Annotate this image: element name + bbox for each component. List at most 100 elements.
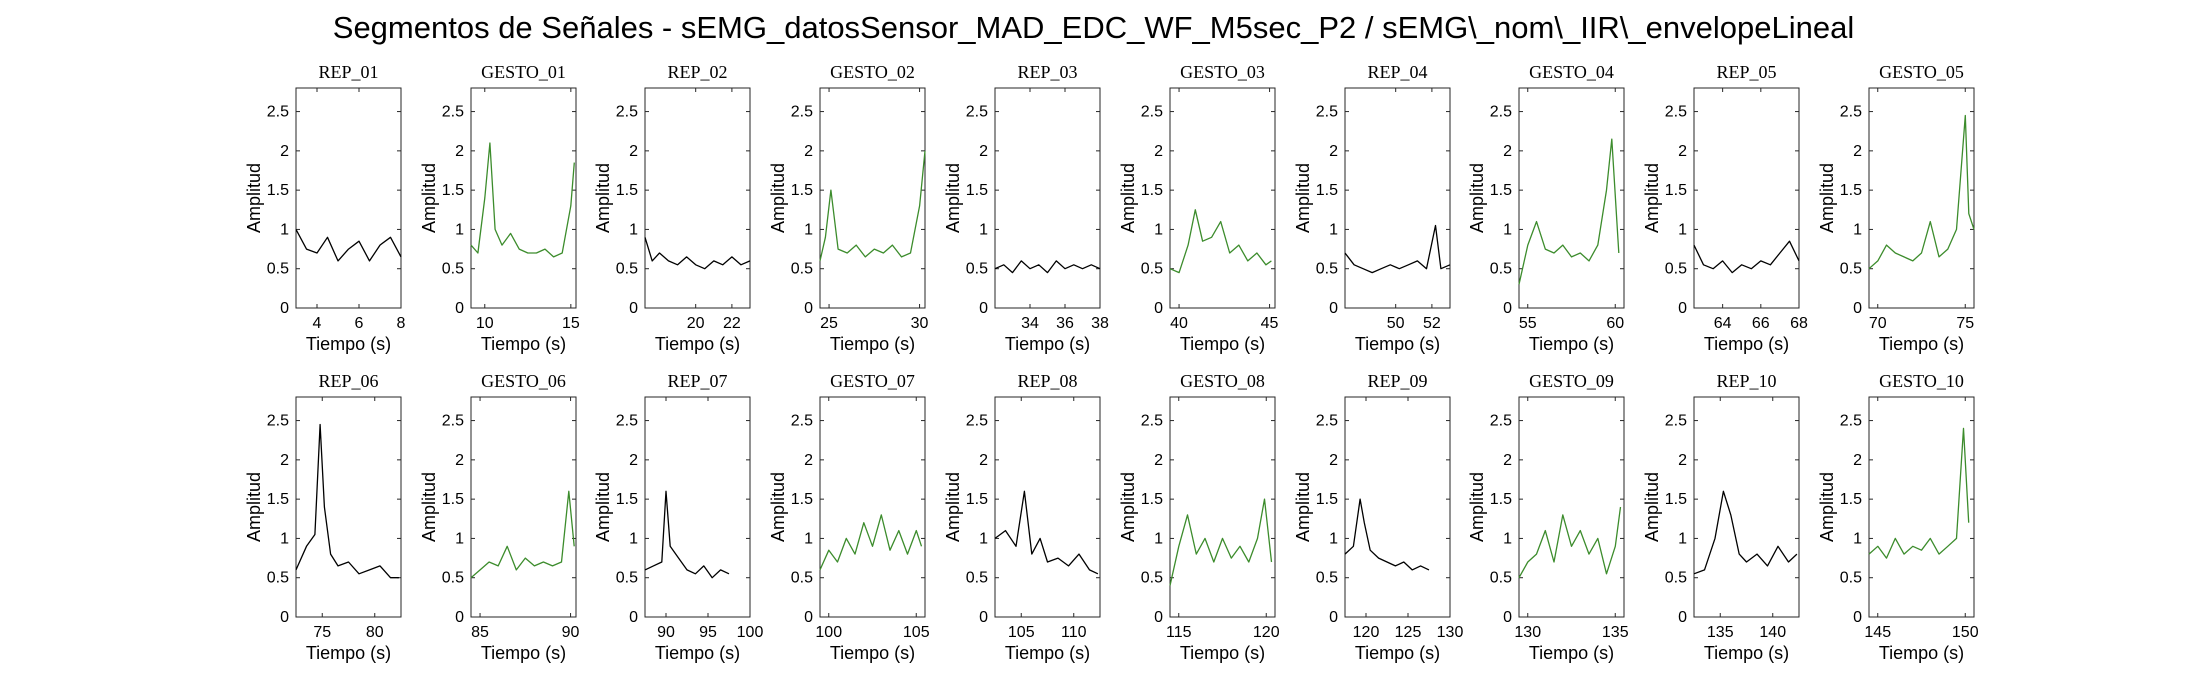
x-tick-label: 60 bbox=[1606, 315, 1624, 332]
y-tick-label: 2 bbox=[804, 143, 813, 160]
y-tick-label: 2.5 bbox=[1840, 104, 1862, 121]
signal-line bbox=[1169, 209, 1272, 274]
y-tick-label: 1 bbox=[1154, 530, 1163, 547]
y-tick-label: 1.5 bbox=[267, 182, 289, 199]
subplot-title: REP_08 bbox=[1017, 371, 1077, 391]
signal-line bbox=[1518, 506, 1622, 579]
signal-line bbox=[994, 260, 1101, 274]
axes-box bbox=[644, 87, 751, 309]
y-tick-label: 0.5 bbox=[966, 261, 988, 278]
x-axis-label: Tiempo (s) bbox=[481, 643, 566, 663]
y-tick-label: 0.5 bbox=[1141, 261, 1163, 278]
y-tick-label: 2.5 bbox=[966, 104, 988, 121]
x-tick-label: 90 bbox=[562, 624, 580, 641]
y-tick-label: 0 bbox=[1329, 609, 1338, 626]
x-tick-label: 90 bbox=[657, 624, 675, 641]
x-tick-label: 105 bbox=[1008, 624, 1035, 641]
subplot-title: REP_07 bbox=[667, 371, 727, 391]
subplot-rep-04: 0 0.5 1 1.5 2 2.5 50 52 REP_04 Tiempo (s) Amplitud bbox=[1293, 62, 1451, 354]
y-tick-label: 1 bbox=[455, 530, 464, 547]
y-axis-label: Amplitud bbox=[1293, 163, 1313, 233]
axes-box bbox=[1518, 87, 1625, 309]
subplot-gesto-10: 0 0.5 1 1.5 2 2.5 145 150 GESTO_10 Tiempo (s) Ampl… bbox=[1817, 371, 1979, 663]
y-tick-label: 1.5 bbox=[1316, 491, 1338, 508]
y-tick-label: 2.5 bbox=[1316, 104, 1338, 121]
y-tick-label: 1 bbox=[1678, 221, 1687, 238]
y-tick-label: 1 bbox=[979, 530, 988, 547]
axes-box bbox=[644, 396, 751, 618]
subplot-gesto-03: 0 0.5 1 1.5 2 2.5 40 45 GESTO_03 Tiempo (s) Amplit… bbox=[1118, 62, 1279, 354]
x-axis-label: Tiempo (s) bbox=[1005, 334, 1090, 354]
y-tick-label: 2 bbox=[1329, 452, 1338, 469]
y-tick-label: 0 bbox=[1853, 609, 1862, 626]
x-tick-label: 30 bbox=[911, 315, 929, 332]
y-tick-label: 1 bbox=[1503, 221, 1512, 238]
x-axis-label: Tiempo (s) bbox=[481, 334, 566, 354]
y-tick-label: 1 bbox=[1678, 530, 1687, 547]
x-tick-label: 120 bbox=[1253, 624, 1280, 641]
y-tick-label: 0 bbox=[629, 609, 638, 626]
y-tick-label: 1.5 bbox=[1490, 491, 1512, 508]
subplot-gesto-05: 0 0.5 1 1.5 2 2.5 70 75 GESTO_05 Tiempo (s) Amplit… bbox=[1817, 62, 1975, 354]
subplot-title: GESTO_07 bbox=[830, 371, 915, 391]
y-tick-label: 2.5 bbox=[1141, 413, 1163, 430]
x-tick-label: 25 bbox=[820, 315, 838, 332]
y-tick-label: 2 bbox=[1329, 143, 1338, 160]
x-tick-label: 66 bbox=[1752, 315, 1770, 332]
y-tick-label: 2.5 bbox=[442, 413, 464, 430]
x-tick-label: 40 bbox=[1170, 315, 1188, 332]
axes-box bbox=[295, 87, 402, 309]
y-tick-label: 1.5 bbox=[616, 491, 638, 508]
y-tick-label: 0 bbox=[1503, 300, 1512, 317]
y-tick-label: 1.5 bbox=[442, 182, 464, 199]
y-tick-label: 0.5 bbox=[616, 570, 638, 587]
axes-box bbox=[295, 396, 402, 618]
signal-line bbox=[1518, 138, 1620, 285]
x-tick-label: 4 bbox=[313, 315, 322, 332]
y-axis-label: Amplitud bbox=[1293, 472, 1313, 542]
x-axis-label: Tiempo (s) bbox=[1529, 643, 1614, 663]
y-axis-label: Amplitud bbox=[419, 472, 439, 542]
signal-line bbox=[644, 237, 751, 270]
y-axis-label: Amplitud bbox=[1642, 472, 1662, 542]
x-tick-label: 100 bbox=[815, 624, 842, 641]
y-tick-label: 2 bbox=[280, 452, 289, 469]
x-tick-label: 6 bbox=[355, 315, 364, 332]
y-axis-label: Amplitud bbox=[593, 163, 613, 233]
subplot-title: REP_10 bbox=[1716, 371, 1776, 391]
y-tick-label: 2.5 bbox=[1840, 413, 1862, 430]
signal-line bbox=[295, 423, 399, 579]
y-tick-label: 0 bbox=[1678, 300, 1687, 317]
y-tick-label: 0.5 bbox=[267, 261, 289, 278]
y-tick-label: 0.5 bbox=[616, 261, 638, 278]
subplot-gesto-08: 0 0.5 1 1.5 2 2.5 115 120 GESTO_08 Tiempo (s) Ampl… bbox=[1118, 371, 1280, 663]
x-axis-label: Tiempo (s) bbox=[306, 334, 391, 354]
y-tick-label: 0.5 bbox=[1316, 570, 1338, 587]
y-tick-label: 0.5 bbox=[442, 261, 464, 278]
y-tick-label: 1.5 bbox=[442, 491, 464, 508]
signal-line bbox=[1693, 490, 1798, 575]
subplot-title: REP_04 bbox=[1367, 62, 1427, 82]
y-tick-label: 2.5 bbox=[1490, 104, 1512, 121]
subplot-rep-06: 0 0.5 1 1.5 2 2.5 75 80 REP_06 Tiempo (s) Amplitud bbox=[244, 371, 402, 663]
x-axis-label: Tiempo (s) bbox=[655, 643, 740, 663]
x-axis-label: Tiempo (s) bbox=[1180, 334, 1265, 354]
y-tick-label: 0 bbox=[455, 300, 464, 317]
y-tick-label: 1.5 bbox=[1141, 182, 1163, 199]
y-tick-label: 2 bbox=[804, 452, 813, 469]
x-tick-label: 8 bbox=[397, 315, 406, 332]
y-tick-label: 1 bbox=[280, 221, 289, 238]
y-tick-label: 0.5 bbox=[1490, 261, 1512, 278]
y-tick-label: 1.5 bbox=[1840, 491, 1862, 508]
y-tick-label: 0.5 bbox=[442, 570, 464, 587]
x-axis-label: Tiempo (s) bbox=[830, 334, 915, 354]
y-tick-label: 1 bbox=[629, 530, 638, 547]
y-tick-label: 1.5 bbox=[1665, 182, 1687, 199]
y-axis-label: Amplitud bbox=[1467, 163, 1487, 233]
subplot-title: GESTO_02 bbox=[830, 62, 915, 82]
y-tick-label: 0.5 bbox=[1316, 261, 1338, 278]
x-axis-label: Tiempo (s) bbox=[306, 643, 391, 663]
signal-line bbox=[470, 490, 575, 579]
y-tick-label: 1 bbox=[804, 221, 813, 238]
